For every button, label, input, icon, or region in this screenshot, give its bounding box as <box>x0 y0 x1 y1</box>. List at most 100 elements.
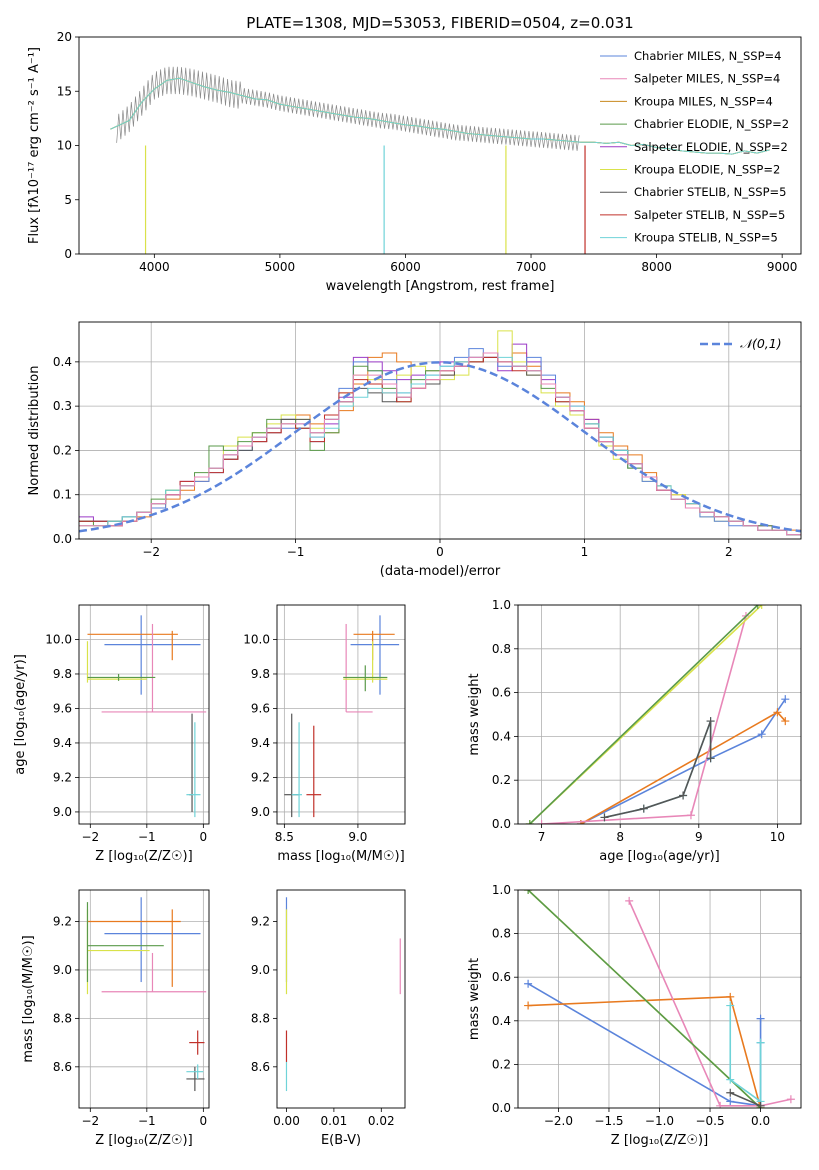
y-axis-label: Normed distribution <box>27 366 42 496</box>
legend-label: Salpeter MILES, N_SSP=4 <box>634 72 780 86</box>
weight-marker <box>524 1001 533 1010</box>
legend-label: Chabrier ELODIE, N_SSP=2 <box>634 117 789 131</box>
y-tick-label: 9.6 <box>53 701 72 715</box>
weight-marker <box>625 896 634 905</box>
plot-area <box>525 605 790 824</box>
axes-frame <box>276 889 406 1109</box>
weight-marker <box>524 890 533 894</box>
y-tick-label: 9.2 <box>53 770 72 784</box>
x-tick-label: 7000 <box>516 260 547 274</box>
y-tick-label: 0.6 <box>492 686 511 700</box>
weight-marker <box>537 820 546 824</box>
plot-area <box>86 897 207 1092</box>
model-spectrum-line <box>110 77 770 155</box>
weight-line <box>729 1092 761 1107</box>
legend-label: Kroupa MILES, N_SSP=4 <box>634 94 773 108</box>
y-axis-label: Flux [fλ10⁻¹⁷ erg cm⁻² s⁻¹ A⁻¹] <box>27 47 42 244</box>
y-axis-label: mass weight <box>467 673 482 755</box>
weight-marker <box>756 1038 765 1047</box>
y-axis-label: age [log₁₀(age/yr)] <box>13 654 28 775</box>
legend-label: 𝒩(0,1) <box>740 336 782 351</box>
weight-marker <box>524 979 533 988</box>
y-tick-label: 10.0 <box>243 632 270 646</box>
x-tick-label: −2 <box>142 545 160 559</box>
x-tick-label: 9 <box>695 830 703 844</box>
weight-marker <box>726 992 735 1001</box>
x-tick-label: 9000 <box>767 260 798 274</box>
y-tick-label: 10.0 <box>45 632 72 646</box>
y-tick-label: 9.4 <box>251 736 270 750</box>
y-tick-label: 0.4 <box>53 355 72 369</box>
weight-vs-metallicity-panel: −2.0 −1.5 −1.0 −0.5 0.0 0.0 0.2 0.4 0.6 0.8 1.0 Z [… <box>467 883 802 1148</box>
x-tick-label: −2 <box>81 830 99 844</box>
weight-marker <box>679 791 688 800</box>
y-tick-label: 8.6 <box>53 1060 72 1074</box>
x-tick-label: 0 <box>436 545 444 559</box>
age-vs-metallicity-panel: −2 −1 0 9.0 9.2 9.4 9.6 9.8 10.0 Z [log₁₀(Z/Z☉)] a… <box>13 604 210 864</box>
y-tick-label: 0.2 <box>492 773 511 787</box>
x-tick-label: −2.0 <box>544 1114 573 1128</box>
x-tick-label: −0.5 <box>695 1114 724 1128</box>
y-tick-label: 0.1 <box>53 488 72 502</box>
x-tick-label: 6000 <box>390 260 421 274</box>
y-tick-label: 1.0 <box>492 883 511 897</box>
axes-frame <box>517 604 802 825</box>
weight-line <box>527 890 762 1108</box>
x-tick-label: 8 <box>616 830 624 844</box>
weight-marker <box>726 1097 735 1106</box>
weight-marker <box>525 820 534 824</box>
plot-area <box>524 890 795 1108</box>
x-axis-label: Z [log₁₀(Z/Z☉)] <box>611 1133 708 1148</box>
plot-area <box>284 615 400 818</box>
x-tick-label: 10 <box>770 830 785 844</box>
x-tick-label: 7 <box>538 830 546 844</box>
y-axis-label: mass [log₁₀(M/M☉)] <box>21 935 36 1062</box>
weight-marker <box>726 1001 735 1010</box>
x-tick-label: 0.00 <box>273 1114 300 1128</box>
y-tick-label: 0.0 <box>492 817 511 831</box>
mass-vs-ebv-panel: 0.00 0.01 0.02 8.6 8.8 9.0 9.2 E(B-V) <box>251 889 406 1148</box>
weight-line <box>628 900 792 1107</box>
y-tick-label: 20 <box>57 30 72 44</box>
data-spectrum-line <box>116 66 580 151</box>
y-tick-label: 9.2 <box>53 914 72 928</box>
legend-label: Kroupa ELODIE, N_SSP=2 <box>634 163 780 177</box>
y-tick-label: 9.6 <box>251 701 270 715</box>
y-tick-label: 0.6 <box>492 970 511 984</box>
weight-marker <box>753 605 762 609</box>
weight-marker <box>706 754 715 763</box>
weight-marker <box>639 804 648 813</box>
mass-vs-metallicity-panel: −2 −1 0 8.6 8.8 9.0 9.2 Z [log₁₀(Z/Z☉)] mass [lo… <box>21 889 210 1148</box>
weight-marker <box>781 717 790 726</box>
x-axis-label: age [log₁₀(age/yr)] <box>599 849 720 864</box>
x-tick-label: 0.01 <box>321 1114 348 1128</box>
plot-area <box>285 897 401 1092</box>
x-tick-label: 2 <box>725 545 733 559</box>
y-tick-label: 8.6 <box>251 1060 270 1074</box>
figure-title: PLATE=1308, MJD=53053, FIBERID=0504, z=0… <box>246 14 633 32</box>
y-tick-label: 0.3 <box>53 399 72 413</box>
weight-line <box>580 698 786 824</box>
plot-area <box>79 330 801 536</box>
y-tick-label: 9.2 <box>251 770 270 784</box>
y-tick-label: 1.0 <box>492 598 511 612</box>
weight-vs-age-panel: 7 8 9 10 0.0 0.2 0.4 0.6 0.8 1.0 age [log₁₀(age/yr… <box>467 598 802 864</box>
x-tick-label: 8.5 <box>275 830 294 844</box>
y-tick-label: 9.2 <box>251 914 270 928</box>
x-tick-label: 0 <box>200 1114 208 1128</box>
legend-label: Chabrier MILES, N_SSP=4 <box>634 49 781 63</box>
x-axis-label: mass [log₁₀(M/M☉)] <box>277 849 404 864</box>
weight-marker <box>781 695 790 704</box>
weight-marker <box>757 730 766 739</box>
y-tick-label: 0.4 <box>492 1014 511 1028</box>
x-tick-label: −1 <box>287 545 305 559</box>
x-tick-label: −1.5 <box>594 1114 623 1128</box>
weight-marker <box>756 1101 765 1108</box>
y-tick-label: 0 <box>64 247 72 261</box>
weight-marker <box>716 1101 725 1108</box>
y-tick-label: 9.8 <box>251 667 270 681</box>
x-tick-label: −1 <box>138 830 156 844</box>
y-tick-label: 5 <box>64 193 72 207</box>
y-axis-label: mass weight <box>467 958 482 1040</box>
